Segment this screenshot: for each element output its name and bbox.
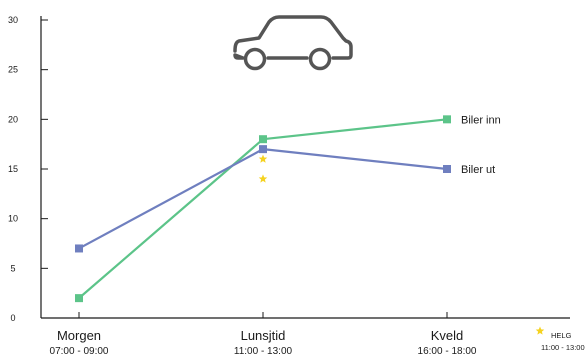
x-axis-ticks: Morgen 07:00 - 09:00 Lunsjtid 11:00 - 13:00…: [50, 312, 477, 355]
y-tick-label: 5: [10, 263, 15, 273]
chart-axes: [40, 16, 570, 319]
data-point: [443, 115, 451, 124]
y-tick-label: 25: [8, 65, 18, 75]
car-icon: [233, 15, 353, 71]
x-tick-label: Lunsjtid: [241, 328, 286, 343]
series-label: Biler ut: [461, 164, 495, 176]
x-tick-time: 16:00 - 18:00: [418, 346, 477, 355]
series-label: Biler inn: [461, 114, 501, 126]
y-tick-label: 20: [8, 114, 18, 124]
y-tick-label: 0: [10, 313, 15, 323]
data-point: [443, 165, 451, 173]
y-axis-ticks: 0 5 10 15 20 25 30: [8, 15, 48, 323]
series-markers: [75, 115, 451, 303]
y-tick-label: 30: [8, 15, 18, 25]
weekend-legend: HELG 11:00 - 13:00: [535, 326, 585, 352]
data-point: [75, 294, 83, 303]
data-point: [259, 145, 267, 154]
series-line-2: [78, 148, 448, 250]
y-tick-label: 10: [8, 214, 18, 224]
legend-star-icon: [535, 326, 545, 335]
x-tick-time: 07:00 - 09:00: [50, 346, 109, 355]
legend-label: HELG: [551, 331, 572, 340]
weekend-star: [258, 174, 268, 183]
weekend-stars: [258, 154, 268, 183]
data-point: [75, 244, 83, 253]
x-tick-label: Morgen: [57, 328, 101, 343]
weekend-star: [258, 154, 268, 163]
legend-time: 11:00 - 13:00: [541, 343, 585, 352]
series-labels: Biler inn Biler ut: [461, 114, 501, 176]
data-point: [259, 135, 267, 144]
x-tick-time: 11:00 - 13:00: [234, 346, 293, 355]
x-tick-label: Kveld: [431, 328, 464, 343]
y-tick-label: 15: [8, 164, 18, 174]
